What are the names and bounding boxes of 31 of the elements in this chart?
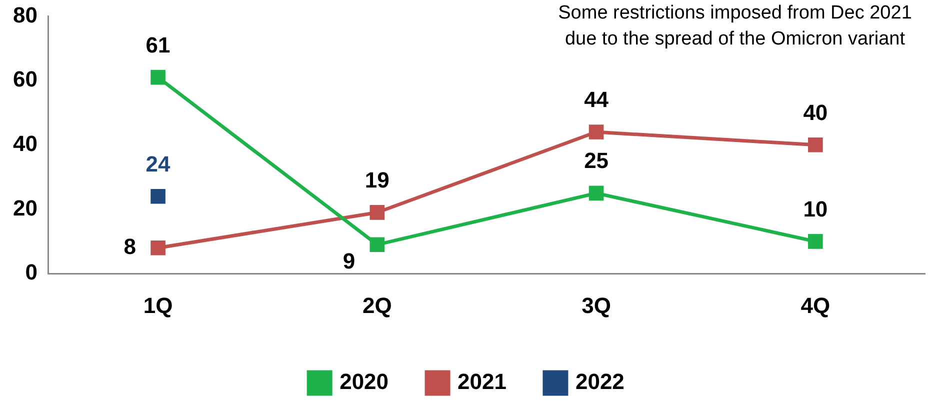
- annotation: Some restrictions imposed from Dec 2021 due to the spread of the Omicron variant: [558, 2, 912, 50]
- point: [150, 188, 166, 204]
- x-tick-label: 2Q: [362, 292, 392, 318]
- data-label: 19: [364, 168, 390, 193]
- data-label: 44: [584, 87, 610, 112]
- data-label: 9: [342, 248, 356, 274]
- y-tick-label: 40: [12, 130, 38, 156]
- data-label: 40: [803, 100, 828, 125]
- point: [588, 124, 604, 140]
- x-tick-label: 3Q: [582, 292, 611, 318]
- legend-label: 2020: [340, 369, 389, 394]
- point: [370, 237, 385, 252]
- data-label: 24: [146, 151, 172, 176]
- point: [588, 186, 604, 201]
- data-label: 25: [584, 148, 609, 174]
- point: [370, 205, 385, 220]
- y-tick-label: 60: [12, 66, 38, 92]
- point: [808, 234, 823, 249]
- data-label: 10: [803, 196, 828, 222]
- legend-label: 2021: [458, 369, 506, 394]
- point: [150, 240, 166, 256]
- data-label: 61: [146, 32, 170, 58]
- legend-label: 2022: [575, 369, 624, 394]
- y-tick-label: 0: [25, 260, 38, 285]
- point: [150, 70, 166, 85]
- data-label: 8: [124, 234, 136, 259]
- x-tick-label: 4Q: [800, 292, 830, 318]
- y-tick-label: 20: [12, 195, 38, 220]
- x-tick-label: 1Q: [143, 292, 173, 318]
- y-tick-label: 80: [12, 2, 38, 28]
- point: [808, 137, 823, 152]
